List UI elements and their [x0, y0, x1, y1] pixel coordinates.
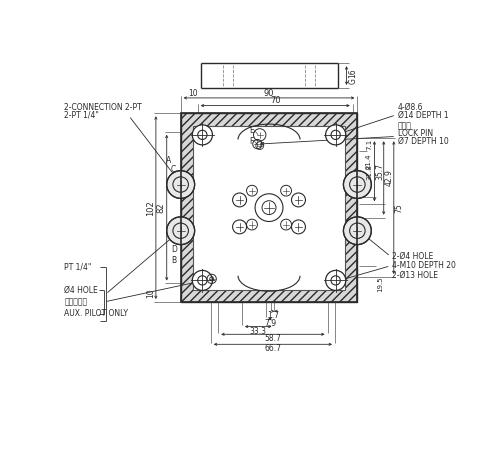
Text: 35.7: 35.7	[375, 163, 384, 180]
Text: PT 1/4": PT 1/4"	[64, 263, 92, 272]
Text: 75: 75	[395, 203, 404, 213]
Text: 33.3: 33.3	[249, 327, 267, 336]
Circle shape	[166, 171, 195, 198]
Text: D: D	[171, 244, 177, 254]
Text: 21.4: 21.4	[366, 153, 372, 169]
Bar	[193, 125, 345, 290]
Text: 66.7: 66.7	[265, 344, 281, 353]
Text: 82: 82	[157, 202, 166, 213]
Text: B: B	[171, 256, 176, 265]
Text: 19.5: 19.5	[377, 276, 383, 292]
Text: 102: 102	[146, 200, 155, 215]
Text: 4-M10 DEPTH 20: 4-M10 DEPTH 20	[392, 261, 456, 270]
Text: F: F	[249, 137, 254, 145]
Text: 2-PT 1/4": 2-PT 1/4"	[64, 111, 99, 119]
Text: 31.8: 31.8	[366, 164, 372, 180]
Text: 42.9: 42.9	[385, 169, 394, 187]
Circle shape	[192, 270, 212, 290]
Text: Ø4 HOLE: Ø4 HOLE	[64, 286, 98, 295]
Circle shape	[325, 125, 346, 145]
Text: 1.7: 1.7	[267, 311, 279, 320]
Circle shape	[166, 217, 195, 244]
Text: 10: 10	[188, 89, 198, 98]
Text: 2-Ø4 HOLE: 2-Ø4 HOLE	[392, 252, 434, 261]
Bar	[181, 113, 357, 302]
Text: 7.1: 7.1	[366, 139, 372, 150]
Text: 輔助引導孔: 輔助引導孔	[64, 297, 88, 307]
Text: E: E	[249, 126, 254, 135]
Text: Ø7 DEPTH 10: Ø7 DEPTH 10	[398, 137, 449, 146]
Text: C: C	[171, 165, 177, 175]
Circle shape	[344, 217, 371, 244]
Circle shape	[192, 125, 212, 145]
Text: 7.9: 7.9	[264, 319, 276, 328]
Text: 16: 16	[348, 69, 357, 78]
Text: Ø14 DEPTH 1: Ø14 DEPTH 1	[398, 111, 448, 119]
Text: LOCK PIN: LOCK PIN	[398, 129, 433, 138]
Text: 10: 10	[146, 288, 155, 298]
Text: 固定稍: 固定稍	[398, 121, 411, 130]
Text: 2-Ø13 HOLE: 2-Ø13 HOLE	[392, 270, 438, 279]
Circle shape	[325, 270, 346, 290]
Text: 4-Ø8.6: 4-Ø8.6	[398, 103, 423, 112]
Circle shape	[344, 171, 371, 198]
Text: AUX. PILOT ONLY: AUX. PILOT ONLY	[64, 309, 128, 318]
Text: 58.7: 58.7	[265, 334, 281, 344]
Text: 70: 70	[270, 96, 281, 106]
Text: 90: 90	[264, 89, 274, 98]
Text: G: G	[348, 78, 357, 84]
Text: 2-CONNECTION 2-PT: 2-CONNECTION 2-PT	[64, 103, 142, 112]
Bar	[181, 113, 357, 302]
Text: A: A	[166, 156, 172, 165]
